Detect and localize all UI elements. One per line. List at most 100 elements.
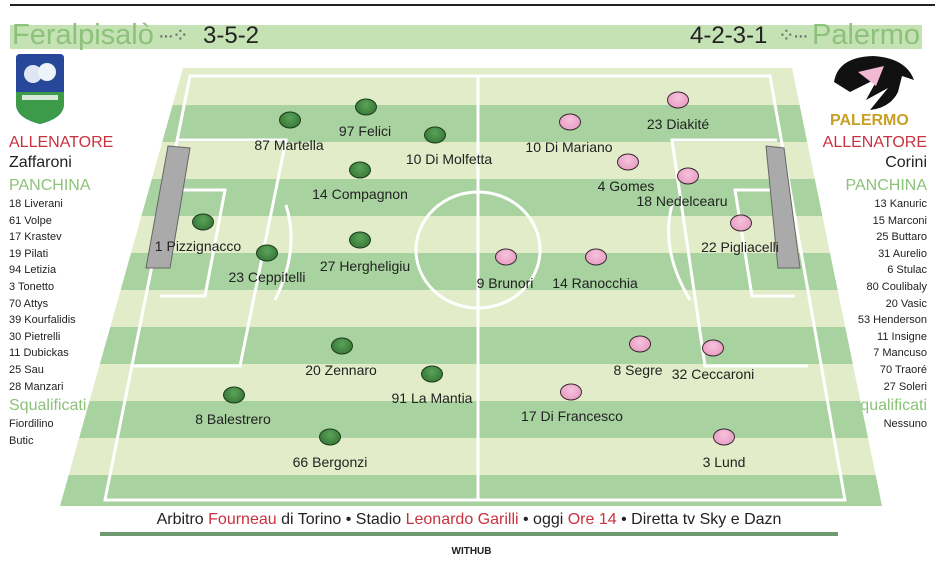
away-player-name: 14 Ranocchia <box>552 275 638 291</box>
home-player-name: 97 Felici <box>338 123 392 139</box>
home-info: ALLENATORE Zaffaroni PANCHINA 18 Liveran… <box>9 132 113 449</box>
list-item: 30 Pietrelli <box>9 330 61 343</box>
away-team-name: Palermo <box>812 19 920 51</box>
away-info: ALLENATORE Corini PANCHINA 13 Kanuric 15 … <box>823 132 927 433</box>
list-item: 39 Kourfalidis <box>9 314 76 327</box>
list-item: 15 Marconi <box>872 214 927 227</box>
home-coach: Zaffaroni <box>9 154 72 171</box>
home-player-name: 20 Zennaro <box>305 362 377 378</box>
list-item: 25 Buttaro <box>876 231 927 244</box>
home-bench-list: 18 Liverani 61 Volpe 17 Krastev 19 Pilati 94… <box>9 196 113 395</box>
home-player-marker <box>192 213 214 231</box>
pitch-stripe <box>60 438 882 475</box>
away-player-marker <box>617 153 639 171</box>
palermo-logo-text: PALERMO <box>830 112 909 129</box>
list-item: 70 Traoré <box>879 363 927 376</box>
list-item: 7 Mancuso <box>873 347 927 360</box>
home-player-name: 66 Bergonzi <box>292 454 368 470</box>
pitch-stripe <box>60 179 882 216</box>
away-player-name: 4 Gomes <box>597 178 655 194</box>
away-player-marker <box>629 335 651 353</box>
list-item: 61 Volpe <box>9 214 52 227</box>
home-suspended-label: Squalificati <box>9 397 87 415</box>
list-item: 6 Stulac <box>887 264 927 277</box>
list-item: 19 Pilati <box>9 247 49 260</box>
list-item: 11 Insigne <box>877 330 927 343</box>
away-player-marker <box>713 428 735 446</box>
home-player-marker <box>331 337 353 355</box>
home-player-marker <box>349 161 371 179</box>
away-player-marker <box>677 167 699 185</box>
home-player-name: 14 Compagnon <box>312 186 408 202</box>
pitch-stripe <box>60 142 882 179</box>
away-player-marker <box>560 383 582 401</box>
away-player-name: 32 Ceccaroni <box>671 366 755 382</box>
away-player-marker <box>559 113 581 131</box>
list-item: 13 Kanuric <box>874 198 927 210</box>
home-player-marker <box>223 386 245 404</box>
top-rule <box>10 4 935 6</box>
match-info-bar: Arbitro Fourneau di Torino • Stadio Leon… <box>100 506 838 536</box>
away-bench-label: PANCHINA <box>845 177 928 194</box>
home-player-name: 8 Balestrero <box>195 411 271 427</box>
away-suspended-list: Nessuno <box>823 416 927 433</box>
list-item: Butic <box>9 434 34 447</box>
away-player-marker <box>702 339 724 357</box>
away-player-name: 10 Di Mariano <box>525 139 613 155</box>
away-player-name: 3 Lund <box>702 454 746 470</box>
away-player-name: 23 Diakité <box>646 116 710 132</box>
list-item: 18 Liverani <box>9 198 63 210</box>
home-player-name: 91 La Mantia <box>391 390 473 406</box>
footer-text: • Diretta tv Sky e Dazn <box>616 511 782 528</box>
home-formation: 3-5-2 <box>203 22 260 49</box>
pitch-stripe <box>60 105 882 142</box>
feralpisalo-logo <box>16 54 64 124</box>
home-team-name: Feralpisalò <box>12 19 154 51</box>
home-bench-label: PANCHINA <box>9 177 91 194</box>
list-item: 27 Soleri <box>883 380 927 393</box>
away-player-name: 8 Segre <box>613 362 663 378</box>
list-item: Fiordilino <box>9 418 54 431</box>
arrow-left-icon: ⁘··· <box>778 25 809 47</box>
list-item: 53 Henderson <box>857 314 927 327</box>
pitch-stripe <box>60 401 882 438</box>
list-item: 94 Letizia <box>9 264 57 277</box>
away-coach: Corini <box>885 154 927 171</box>
arrow-right-icon: ···⁘ <box>158 25 189 47</box>
home-player-name: 1 Pizzignacco <box>154 238 242 254</box>
away-player-name: 18 Nedelcearu <box>636 193 728 209</box>
home-player-marker <box>349 231 371 249</box>
list-item: 20 Vasic <box>885 297 927 310</box>
home-suspended-list: Fiordilino Butic <box>9 416 113 449</box>
away-player-marker <box>730 214 752 232</box>
palermo-eagle-logo <box>834 56 914 110</box>
list-item: 11 Dubickas <box>9 347 69 360</box>
home-player-name: 27 Hergheligiu <box>319 258 411 274</box>
list-item: 17 Krastev <box>9 231 62 244</box>
home-goal-icon <box>145 145 191 269</box>
away-player-name: 22 Pigliacelli <box>701 239 779 255</box>
list-item: 28 Manzari <box>9 380 64 393</box>
away-player-marker <box>495 248 517 266</box>
list-item: 25 Sau <box>9 363 44 376</box>
header-band <box>10 25 922 49</box>
home-player-name: 23 Ceppitelli <box>228 269 306 285</box>
away-player-marker <box>667 91 689 109</box>
home-player-marker <box>279 111 301 129</box>
list-item: Nessuno <box>883 418 927 431</box>
away-player-name: 17 Di Francesco <box>521 408 623 424</box>
referee: Fourneau <box>208 511 277 528</box>
away-player-name: 9 Brunori <box>476 275 534 291</box>
home-player-name: 10 Di Molfetta <box>405 151 493 167</box>
footer-text: Arbitro <box>156 511 209 528</box>
home-player-name: 87 Martella <box>254 137 324 153</box>
kickoff-time: Ore 14 <box>567 511 617 528</box>
home-player-marker <box>256 244 278 262</box>
away-coach-label: ALLENATORE <box>822 134 927 151</box>
away-goal-icon <box>765 145 801 269</box>
away-bench-list: 13 Kanuric 15 Marconi 25 Buttaro 31 Aurelio… <box>823 196 927 395</box>
away-suspended-label: Squalificati <box>849 397 927 415</box>
away-player-marker <box>585 248 607 266</box>
footer-text: di Torino • Stadio <box>276 511 406 528</box>
